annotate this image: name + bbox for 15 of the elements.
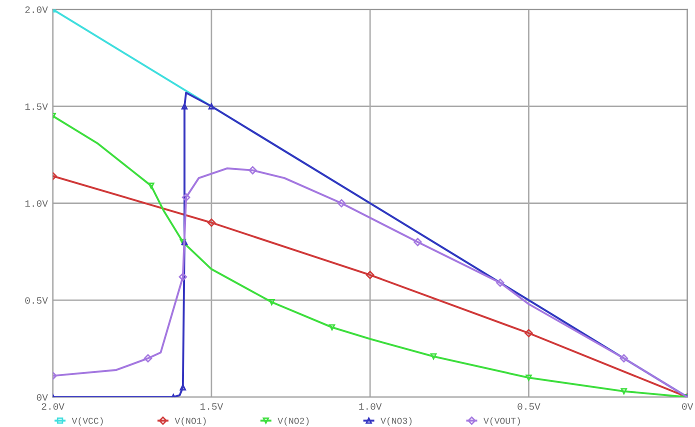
y-tick-label: 0.5V (25, 297, 48, 304)
x-tick-label: 0V (682, 403, 694, 410)
x-tick-label: 1.0V (359, 403, 382, 410)
legend-label: V(NO3) (380, 417, 412, 426)
legend-label: V(NO2) (278, 417, 309, 426)
legend-label: V(VCC) (72, 417, 103, 426)
y-tick-label: 1.0V (25, 200, 48, 207)
y-tick-label: 2.0V (25, 6, 48, 14)
x-tick-label: 0.5V (518, 403, 540, 410)
legend-label: V(VOUT) (484, 417, 520, 426)
y-tick-label: 1.5V (25, 103, 48, 110)
legend-label: V(NO1) (174, 417, 206, 426)
x-tick-label: 2.0V (42, 403, 64, 410)
x-tick-label: 1.5V (200, 403, 224, 410)
y-tick-label: 0V (36, 394, 48, 401)
